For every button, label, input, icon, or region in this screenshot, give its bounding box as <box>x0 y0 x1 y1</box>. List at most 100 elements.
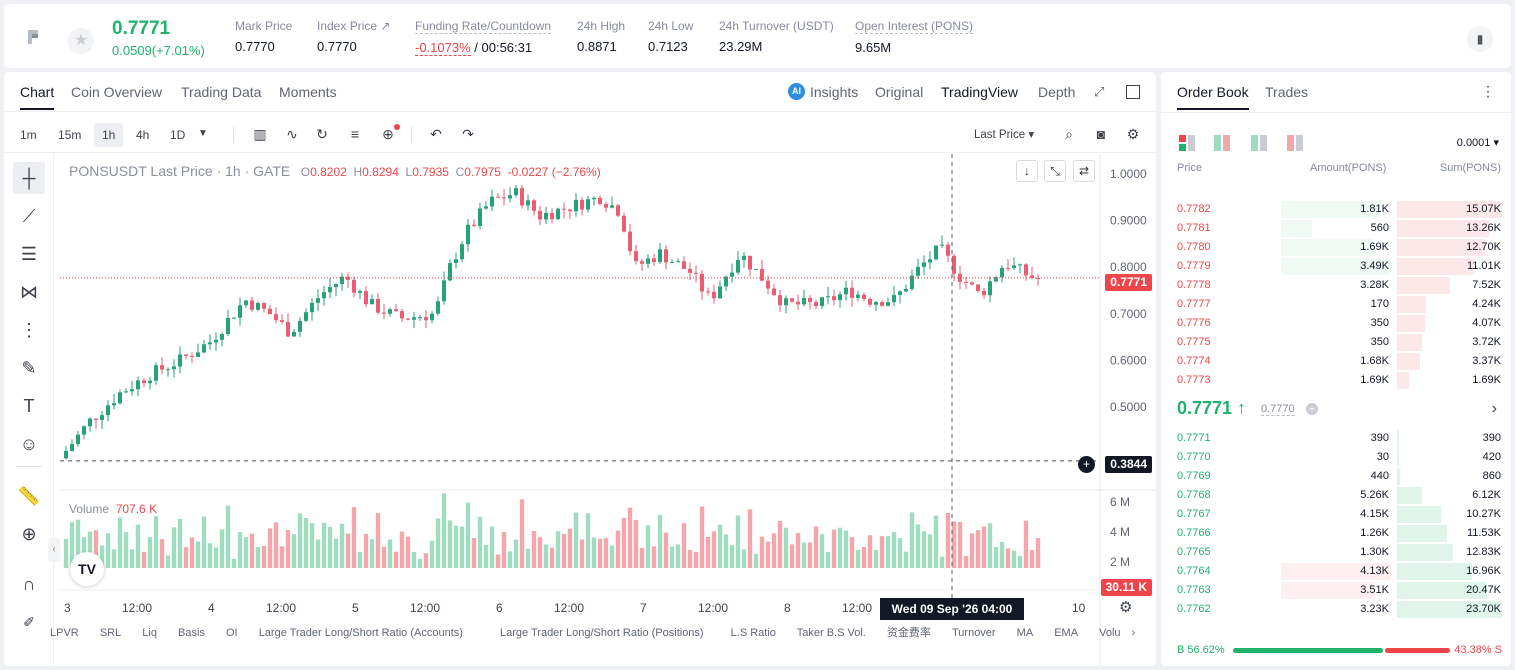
indicator-item[interactable]: Volu <box>1099 627 1121 639</box>
candle <box>826 296 830 298</box>
ask-row[interactable]: 0.7775 350 3.72K <box>1161 333 1511 352</box>
stat-index-price[interactable]: Index Price ↗ 0.7770 <box>317 19 391 54</box>
window-icon[interactable] <box>1126 85 1140 99</box>
indicator-item[interactable]: OI <box>226 627 238 639</box>
indicator-item[interactable]: Liq <box>142 627 157 639</box>
collapse-icon[interactable]: ⤡ <box>1044 160 1066 182</box>
chevron-right-icon[interactable]: › <box>1131 627 1136 639</box>
scale-settings-icon[interactable]: ⚙ <box>1119 599 1133 616</box>
bid-row[interactable]: 0.7770 30 420 <box>1161 448 1511 467</box>
ask-row[interactable]: 0.7777 170 4.24K <box>1161 295 1511 314</box>
price-type-select[interactable]: Last Price ▾ <box>974 129 1035 141</box>
bid-row[interactable]: 0.7766 1.26K 11.53K <box>1161 524 1511 543</box>
timeframe-1d[interactable]: 1D <box>170 128 186 142</box>
precision-select[interactable]: 0.0001 ▾ <box>1456 137 1499 149</box>
magnet-icon[interactable]: ∩ <box>22 574 36 594</box>
tab-trading-data[interactable]: Trading Data <box>181 84 262 100</box>
gear-icon[interactable]: ⚙ <box>1126 126 1140 142</box>
favorite-star-icon[interactable]: ★ <box>68 28 94 54</box>
view-tradingview[interactable]: TradingView <box>941 84 1019 100</box>
candle-type-icon[interactable]: ▥ <box>253 126 267 142</box>
timeframe-1m[interactable]: 1m <box>20 128 37 142</box>
ask-row[interactable]: 0.7773 1.69K 1.69K <box>1161 371 1511 390</box>
indicator-item[interactable]: EMA <box>1054 627 1079 639</box>
bid-row[interactable]: 0.7771 390 390 <box>1161 429 1511 448</box>
indicator-item[interactable]: 资金费率 <box>886 627 931 639</box>
timeframe-15m[interactable]: 15m <box>58 128 82 142</box>
redo-icon[interactable]: ↷ <box>462 126 474 142</box>
bid-row[interactable]: 0.7768 5.26K 6.12K <box>1161 486 1511 505</box>
undo-icon[interactable]: ↶ <box>430 126 442 142</box>
price-chart[interactable]: 1.0000 0.9000 0.8000 0.7000 0.6000 0.5000 6 M 4… <box>60 154 1156 666</box>
bid-row[interactable]: 0.7765 1.30K 12.83K <box>1161 543 1511 562</box>
book-bids-icon[interactable] <box>1251 135 1267 151</box>
fib-icon[interactable]: ⋮ <box>20 320 38 340</box>
pattern-icon[interactable]: ⋈ <box>20 282 38 302</box>
add-alert-icon[interactable]: ⊕ <box>382 126 394 142</box>
indicator-item[interactable]: Taker B.S Vol. <box>796 627 866 639</box>
camera-icon[interactable]: ◙ <box>1096 126 1106 142</box>
tab-order-book[interactable]: Order Book <box>1177 84 1249 110</box>
indicator-item[interactable]: SRL <box>99 627 122 639</box>
indicator-item[interactable]: Turnover <box>951 627 996 639</box>
brush-icon[interactable]: ✎ <box>21 358 37 378</box>
more-icon[interactable]: ⋮ <box>1481 83 1495 99</box>
ask-row[interactable]: 0.7774 1.68K 3.37K <box>1161 352 1511 371</box>
ask-row[interactable]: 0.7778 3.28K 7.52K <box>1161 276 1511 295</box>
tab-chart[interactable]: Chart <box>20 84 55 110</box>
emoji-icon[interactable]: ☺ <box>19 434 39 454</box>
indicator-item[interactable]: LPVR <box>50 627 79 639</box>
volume-bar <box>993 546 999 568</box>
indicator-item[interactable]: L.S Ratio <box>730 627 776 639</box>
ruler-icon[interactable]: 📏 <box>17 486 41 506</box>
timeframe-4h[interactable]: 4h <box>136 128 150 142</box>
ask-row[interactable]: 0.7779 3.49K 11.01K <box>1161 257 1511 276</box>
bid-row[interactable]: 0.7762 3.23K 23.70K <box>1161 600 1511 619</box>
expand-icon[interactable]: ⤢ <box>1094 84 1105 99</box>
tab-coin-overview[interactable]: Coin Overview <box>71 84 163 100</box>
pencil-lock-icon[interactable]: ✐ <box>23 614 35 630</box>
ask-row[interactable]: 0.7782 1.81K 15.07K <box>1161 200 1511 219</box>
volume-bar <box>591 537 597 568</box>
arrow-down-icon[interactable]: ↓ <box>1016 160 1038 182</box>
tab-trades[interactable]: Trades <box>1265 84 1309 100</box>
bid-row[interactable]: 0.7769 440 860 <box>1161 467 1511 486</box>
buy-ratio: B 56.62% <box>1177 644 1225 656</box>
bid-row[interactable]: 0.7767 4.15K 10.27K <box>1161 505 1511 524</box>
ask-row[interactable]: 0.7780 1.69K 12.70K <box>1161 238 1511 257</box>
indicator-item[interactable]: Large Trader Long/Short Ratio (Positions… <box>499 627 704 639</box>
buy-ratio-bar <box>1233 648 1383 653</box>
view-original[interactable]: Original <box>875 84 924 100</box>
trend-line-icon[interactable]: ⟋ <box>22 206 36 226</box>
chevron-right-icon[interactable]: › <box>1491 400 1497 417</box>
view-depth[interactable]: Depth <box>1038 84 1076 100</box>
bid-row[interactable]: 0.7763 3.51K 20.47K <box>1161 581 1511 600</box>
timeframe-1h[interactable]: 1h <box>94 123 124 147</box>
zoom-in-icon[interactable]: ⊕ <box>21 524 37 544</box>
chevron-down-icon[interactable]: ▼ <box>198 128 208 139</box>
bid-row[interactable]: 0.7764 4.13K 16.96K <box>1161 562 1511 581</box>
volume-bar <box>945 512 951 568</box>
book-both-icon[interactable] <box>1179 135 1195 151</box>
collapse-sidebar-icon[interactable]: ‹ <box>48 538 60 562</box>
text-icon[interactable]: T <box>23 396 35 416</box>
add-order-icon[interactable]: + <box>1078 456 1095 473</box>
indicator-item[interactable]: Large Trader Long/Short Ratio (Accounts) <box>258 627 463 639</box>
horizontal-lines-icon[interactable]: ☰ <box>20 244 38 264</box>
templates-icon[interactable]: ≡ <box>350 126 360 142</box>
indicator-item[interactable]: Basis <box>178 627 205 639</box>
search-icon[interactable]: ⌕ <box>1065 126 1073 142</box>
insights-button[interactable]: Insights <box>810 84 859 100</box>
crosshair-icon[interactable]: ┼ <box>13 162 45 194</box>
book-icon[interactable]: ▮ <box>1467 26 1493 52</box>
replay-icon[interactable]: ↻ <box>316 126 328 142</box>
indicators-icon[interactable]: ∿ <box>286 126 298 142</box>
ask-row[interactable]: 0.7781 560 13.26K <box>1161 219 1511 238</box>
book-asks-icon[interactable] <box>1287 135 1303 151</box>
candle <box>1006 267 1010 269</box>
swap-icon[interactable]: ⇄ <box>1073 160 1095 182</box>
book-mixed-icon[interactable] <box>1214 135 1230 151</box>
tab-moments[interactable]: Moments <box>279 84 337 100</box>
ask-row[interactable]: 0.7776 350 4.07K <box>1161 314 1511 333</box>
indicator-item[interactable]: MA <box>1016 627 1034 639</box>
